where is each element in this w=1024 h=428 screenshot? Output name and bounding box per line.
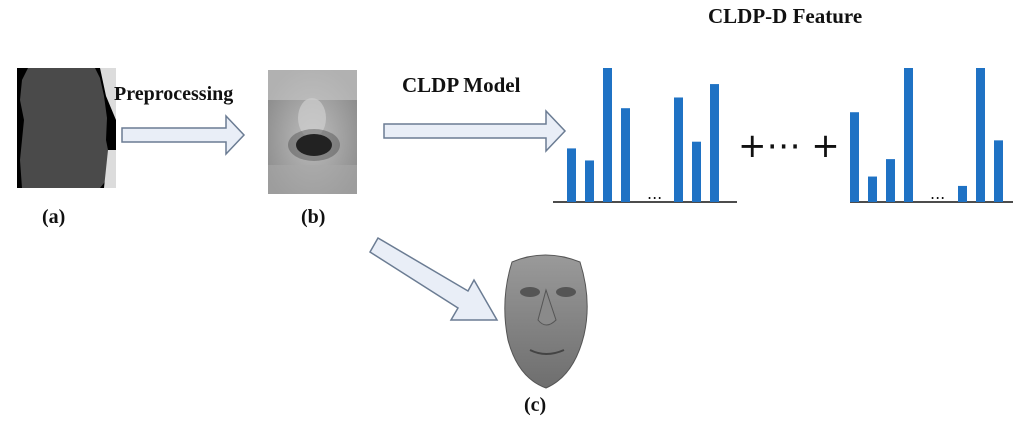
histogram-2-left-bar-1 bbox=[850, 112, 859, 202]
panel-b-caption: (b) bbox=[301, 206, 326, 228]
histogram-1-right-bar-2 bbox=[692, 141, 701, 202]
histograms: ...... bbox=[553, 68, 1013, 203]
plus-ellipsis-label: +⋯ + bbox=[738, 126, 840, 166]
histogram-1-right-bar-3 bbox=[710, 84, 719, 202]
histogram-1-ellipsis: ... bbox=[647, 184, 662, 203]
histogram-1-right-bar-1 bbox=[674, 97, 683, 202]
cldp-model-arrow bbox=[383, 109, 567, 153]
panel-c-caption: (c) bbox=[524, 394, 547, 416]
feature-title: CLDP-D Feature bbox=[708, 4, 863, 28]
panel-a-caption: (a) bbox=[42, 206, 66, 228]
histogram-1-left-bar-2 bbox=[585, 160, 594, 202]
histogram-1-left-bar-4 bbox=[621, 108, 630, 202]
histogram-2-right-bar-1 bbox=[958, 185, 967, 202]
histogram-1-left-bar-3 bbox=[603, 68, 612, 202]
preprocessing-label: Preprocessing bbox=[114, 83, 234, 105]
panel-b-image bbox=[268, 70, 357, 194]
panel-a-image bbox=[17, 68, 116, 188]
histogram-2-left-bar-4 bbox=[904, 68, 913, 202]
histogram-2-ellipsis: ... bbox=[930, 184, 945, 203]
mesh-arrow bbox=[368, 236, 499, 321]
histogram-2-left-bar-3 bbox=[886, 159, 895, 202]
histogram-2-right-bar-2 bbox=[976, 68, 985, 202]
cldp-model-label: CLDP Model bbox=[402, 73, 521, 97]
histogram-1-left-bar-1 bbox=[567, 148, 576, 202]
panel-c-image bbox=[504, 254, 588, 389]
histogram-2-right-bar-3 bbox=[994, 140, 1003, 202]
histogram-2-left-bar-2 bbox=[868, 176, 877, 202]
preprocessing-arrow bbox=[121, 114, 246, 156]
